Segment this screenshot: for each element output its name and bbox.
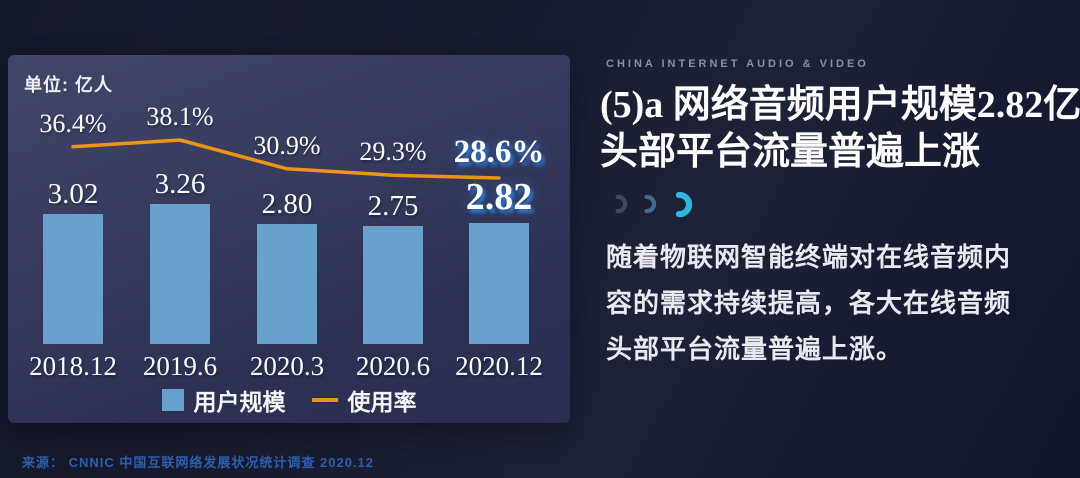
body-text: 随着物联网智能终端对在线音频内 容的需求持续提高，各大在线音频 头部平台流量普遍… — [606, 242, 1012, 364]
x-axis-label: 2019.6 — [142, 351, 218, 381]
page-title: (5)a 网络音频用户规模2.82亿， 头部平台流量普遍上涨 — [600, 82, 1080, 176]
source-citation: 来源： CNNIC 中国互联网络发展状况统计调查 2020.12 — [22, 455, 374, 470]
crescent-icon — [637, 194, 657, 214]
line-legend-swatch — [311, 398, 338, 402]
x-axis-label: 2020.3 — [249, 351, 325, 381]
section-eyebrow: CHINA INTERNET AUDIO & VIDEO — [606, 58, 869, 70]
crescent-icon — [608, 194, 628, 214]
page-title-line1: (5)a 网络音频用户规模2.82亿， — [600, 84, 1080, 126]
x-axis-label: 2018.12 — [29, 351, 117, 381]
usage-rate-label: 36.4% — [39, 108, 107, 138]
bar-2020.12 — [469, 222, 529, 344]
usage-rate-label: 30.9% — [253, 130, 321, 160]
bar-2020.6 — [363, 225, 423, 344]
chart-legend: 用户规模 使用率 — [8, 385, 570, 415]
bar-value-label: 3.02 — [47, 178, 99, 211]
x-axis-label: 2020.6 — [355, 351, 431, 381]
bar-value-label: 3.26 — [154, 167, 206, 200]
crescent-decorations — [608, 190, 1080, 218]
bar-2019.6 — [150, 203, 210, 344]
x-axis-label: 2020.12 — [455, 351, 543, 381]
bar-legend-label: 用户规模 — [193, 389, 286, 415]
bar-2018.12 — [43, 214, 103, 344]
page-title-line2: 头部平台流量普遍上涨 — [600, 131, 981, 173]
bar-value-label: 2.75 — [367, 189, 419, 222]
crescent-icon — [666, 191, 693, 217]
chart-panel: 单位: 亿人 3.02 36.4% 2018.12 3.26 38.1% 2019.6 2.… — [8, 55, 570, 423]
line-legend-label: 使用率 — [347, 389, 417, 415]
usage-rate-label: 28.6% — [453, 134, 545, 170]
unit-label: 单位: 亿人 — [24, 75, 113, 95]
usage-rate-label: 38.1% — [146, 102, 214, 131]
bar-value-label: 2.80 — [261, 187, 313, 220]
bar-2020.3 — [257, 223, 317, 344]
usage-rate-label: 29.3% — [359, 137, 427, 167]
bar-legend-swatch — [161, 389, 184, 411]
bar-value-label: 2.82 — [465, 175, 533, 218]
text-column: CHINA INTERNET AUDIO & VIDEO (5)a 网络音频用户… — [600, 58, 1080, 372]
